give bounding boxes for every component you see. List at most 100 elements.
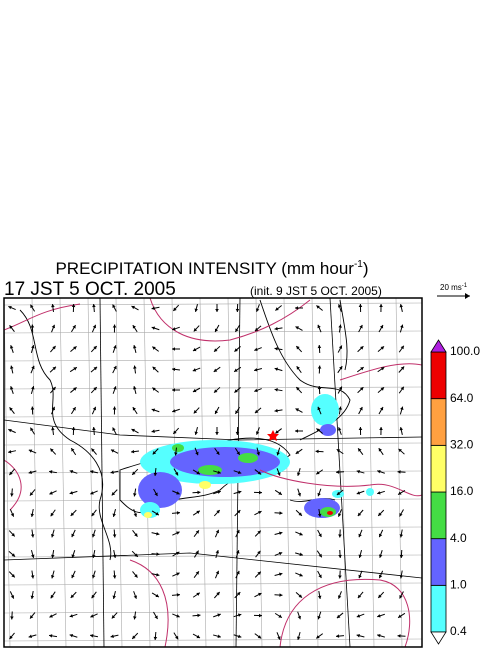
wind-arrow-head bbox=[113, 365, 117, 370]
wind-arrow-head bbox=[91, 533, 96, 538]
wind-arrow-head bbox=[176, 593, 180, 597]
wind-arrow-head bbox=[176, 491, 180, 495]
precip-area bbox=[238, 453, 258, 463]
wind-arrow-head bbox=[400, 386, 404, 391]
wind-arrow-head bbox=[317, 492, 321, 497]
wind-arrow-head bbox=[30, 304, 34, 309]
wind-arrow-head bbox=[318, 533, 322, 538]
wind-arrow-head bbox=[176, 614, 180, 618]
wind-arrow-head bbox=[151, 429, 155, 433]
wind-arrow-head bbox=[296, 636, 301, 640]
wind-arrow-head bbox=[131, 428, 135, 433]
wind-arrow-head bbox=[258, 510, 262, 515]
wind-arrow-head bbox=[172, 327, 176, 331]
wind-arrow-head bbox=[299, 573, 303, 577]
wind-arrow-head bbox=[133, 365, 137, 369]
wind-arrow-head bbox=[338, 386, 343, 390]
wind-arrow-head bbox=[338, 534, 342, 538]
grid-line bbox=[4, 554, 422, 558]
wind-arrow-head bbox=[357, 512, 362, 517]
wind-arrow-head bbox=[133, 386, 137, 390]
wind-arrow-head bbox=[254, 409, 259, 414]
wind-arrow-head bbox=[215, 570, 220, 575]
wind-arrow-head bbox=[234, 389, 238, 393]
wind-arrow-head bbox=[337, 513, 342, 517]
wind-arrow-head bbox=[52, 386, 56, 391]
wind-arrow-head bbox=[10, 513, 15, 517]
wind-arrow-head bbox=[30, 427, 34, 432]
wind-arrow-head bbox=[8, 428, 12, 433]
wind-arrow-head bbox=[176, 572, 180, 576]
wind-arrow-head bbox=[235, 410, 239, 414]
wind-arrow-head bbox=[11, 532, 15, 537]
wind-arrow-head bbox=[195, 451, 199, 456]
wind-arrow-head bbox=[156, 552, 160, 556]
wind-arrow-head bbox=[298, 594, 302, 598]
grid-line bbox=[4, 358, 422, 362]
wind-arrow-head bbox=[11, 553, 16, 557]
wind-arrow-head bbox=[49, 634, 53, 638]
wind-arrow-head bbox=[196, 634, 200, 639]
wind-arrow-head bbox=[110, 634, 114, 638]
wind-arrow-head bbox=[296, 366, 300, 370]
wind-arrow-head bbox=[399, 554, 404, 558]
wind-arrow-head bbox=[93, 346, 97, 350]
colorbar-under bbox=[430, 631, 447, 645]
colorbar-segment bbox=[430, 491, 447, 540]
wind-arrow-head bbox=[113, 386, 117, 390]
wind-arrow-head bbox=[279, 511, 283, 515]
wind-arrow-head bbox=[356, 491, 361, 495]
wind-arrow-head bbox=[257, 530, 261, 535]
wind-arrow-head bbox=[49, 491, 53, 495]
grid-line bbox=[283, 298, 291, 647]
wind-arrow-head bbox=[197, 490, 201, 495]
wind-arrow-head bbox=[71, 554, 75, 558]
wind-arrow-head bbox=[173, 430, 177, 434]
wind-arrow-head bbox=[318, 574, 322, 579]
wind-arrow-head bbox=[176, 531, 180, 535]
wind-arrow-head bbox=[215, 431, 219, 435]
wind-arrow-head bbox=[112, 304, 116, 308]
colorbar-segment bbox=[430, 444, 447, 493]
wind-arrow-head bbox=[217, 613, 221, 617]
wind-arrow-head bbox=[133, 345, 137, 349]
wind-arrow-head bbox=[336, 614, 341, 619]
precip-area bbox=[199, 481, 211, 489]
wind-arrow-head bbox=[339, 366, 343, 370]
wind-arrow-head bbox=[193, 409, 198, 414]
wind-arrow-head bbox=[132, 471, 136, 475]
wind-arrow-head bbox=[378, 594, 382, 598]
wind-arrow-head bbox=[256, 452, 260, 456]
wind-arrow-head bbox=[316, 635, 320, 639]
wind-arrow-head bbox=[9, 635, 13, 640]
wind-arrow-head bbox=[132, 407, 136, 411]
map-frame bbox=[3, 297, 423, 648]
wind-arrow-head bbox=[71, 427, 76, 431]
wind-arrow-head bbox=[31, 554, 35, 558]
wind-arrow-head bbox=[69, 633, 74, 638]
wind-arrow-head bbox=[254, 388, 258, 393]
title-close: ) bbox=[363, 259, 369, 278]
wind-arrow-head bbox=[213, 368, 218, 372]
init-time: (init. 9 JST 5 OCT. 2005) bbox=[250, 284, 382, 298]
wind-arrow-head bbox=[399, 304, 404, 308]
marker-star bbox=[267, 430, 279, 441]
wind-arrow-head bbox=[399, 534, 404, 538]
wind-arrow-head bbox=[133, 595, 138, 599]
wind-arrow-head bbox=[71, 533, 75, 538]
boundary-line bbox=[4, 552, 422, 579]
wind-arrow-head bbox=[72, 325, 76, 329]
wind-arrow-head bbox=[317, 615, 321, 620]
wind-arrow-head bbox=[258, 490, 262, 495]
wind-arrow-head bbox=[90, 491, 94, 495]
wind-arrow-head bbox=[356, 634, 360, 638]
wind-arrow-head bbox=[93, 387, 97, 391]
wind-vectors bbox=[7, 303, 406, 641]
wind-arrow-head bbox=[30, 575, 35, 579]
colorbar-label: 100.0 bbox=[450, 344, 480, 358]
wind-arrow-head bbox=[278, 551, 283, 556]
wind-arrow-head bbox=[216, 592, 220, 596]
wind-arrow-head bbox=[151, 306, 155, 310]
wind-arrow-head bbox=[131, 449, 135, 454]
wind-arrow-head bbox=[50, 594, 54, 599]
